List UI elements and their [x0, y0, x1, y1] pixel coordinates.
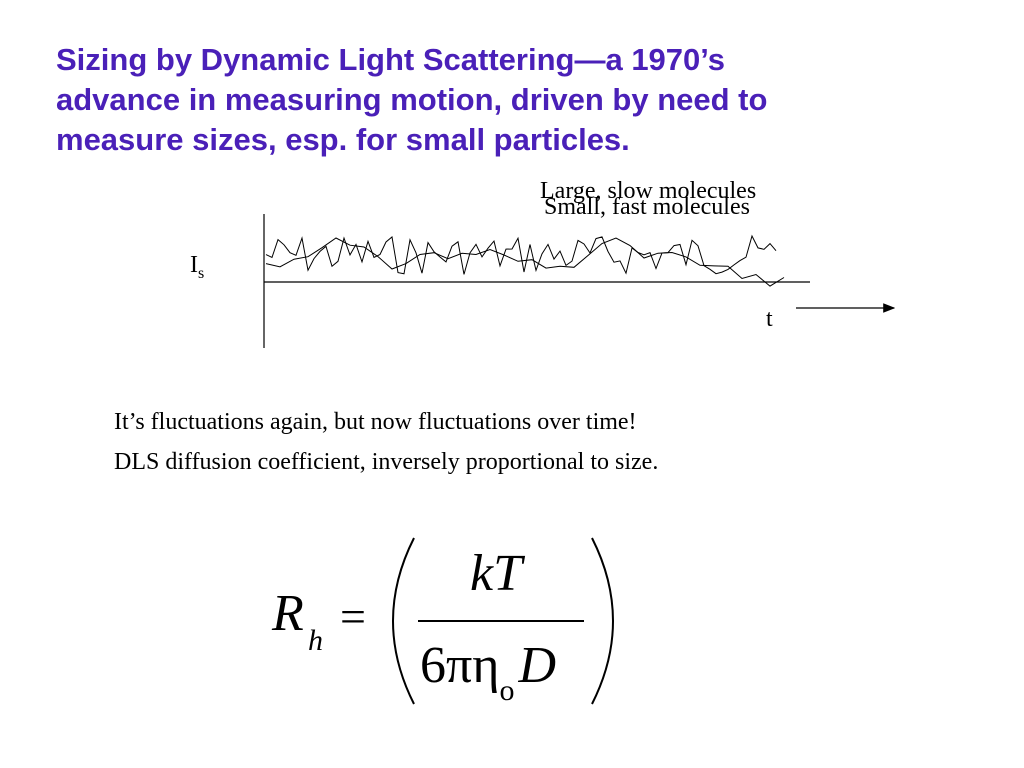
label-large-slow-molecules: Large, slow molecules — [540, 178, 757, 204]
formula-lhs-main: R — [272, 585, 304, 642]
formula-numerator: kT — [470, 545, 522, 602]
slide-title: Sizing by Dynamic Light Scattering—a 197… — [56, 40, 996, 160]
slow-fluctuation-trace — [265, 237, 785, 287]
label-small-fast-molecules: Small, fast molecules — [544, 194, 750, 220]
formula-denominator: 6πηoD — [420, 636, 557, 707]
body-line-2: DLS diffusion coefficient, inversely pro… — [114, 449, 659, 475]
y-axis-label: Is — [190, 252, 204, 283]
formula-denom-var: D — [518, 637, 557, 694]
title-line-3: measure sizes, esp. for small particles. — [56, 122, 630, 157]
title-line-2: advance in measuring motion, driven by n… — [56, 82, 768, 117]
fast-fluctuation-trace — [265, 234, 777, 275]
x-axis-label: t — [766, 306, 773, 332]
formula-lhs-sub: h — [308, 624, 323, 657]
formula-denom-sub: o — [499, 674, 515, 707]
title-line-1: Sizing by Dynamic Light Scattering—a 197… — [56, 42, 725, 77]
body-line-1: It’s fluctuations again, but now fluctua… — [114, 409, 637, 435]
formula-lhs: R — [272, 584, 304, 643]
body-text: It’s fluctuations again, but now fluctua… — [114, 402, 658, 482]
formula-equals: = — [340, 591, 366, 642]
y-axis-label-main: I — [190, 252, 198, 278]
y-axis-label-sub: s — [198, 264, 205, 282]
formula-denom-prefix: 6πη — [420, 637, 500, 694]
